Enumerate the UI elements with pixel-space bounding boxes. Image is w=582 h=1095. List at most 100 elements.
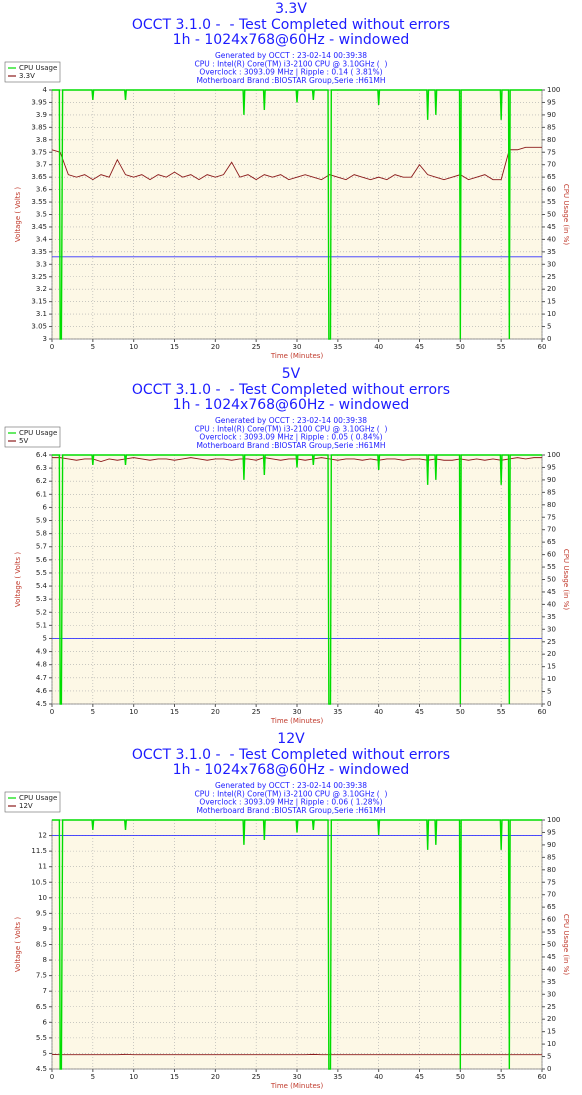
x-axis-label: Time (Minutes) <box>270 352 324 360</box>
y-tick-label: 3.55 <box>31 198 47 206</box>
y2-tick-label: 20 <box>547 285 556 293</box>
y2-tick-label: 90 <box>547 111 556 119</box>
y-tick-label: 5.4 <box>36 582 48 590</box>
y2-tick-label: 15 <box>547 663 556 671</box>
y2-tick-label: 50 <box>547 211 556 219</box>
y-tick-label: 3.6 <box>36 186 48 194</box>
y-tick-label: 5.6 <box>36 556 48 564</box>
info-line: Motherboard Brand :BIOSTAR Group,Serie :… <box>196 76 385 85</box>
x-tick-label: 0 <box>50 1073 54 1081</box>
info-line: CPU : Intel(R) Core(TM) i3-2100 CPU @ 3.… <box>195 424 388 433</box>
y-tick-label: 8 <box>43 956 47 964</box>
y-tick-label: 3.65 <box>31 173 47 181</box>
y-tick-label: 3.05 <box>31 323 47 331</box>
x-tick-label: 25 <box>252 1073 261 1081</box>
y-tick-label: 5.5 <box>36 569 47 577</box>
y2-tick-label: 95 <box>547 463 556 471</box>
y2-tick-label: 45 <box>547 953 556 961</box>
x-tick-label: 40 <box>374 1073 383 1081</box>
y2-tick-label: 75 <box>547 513 556 521</box>
x-tick-label: 60 <box>538 708 547 716</box>
y2-tick-label: 30 <box>547 625 556 633</box>
y-tick-label: 5.9 <box>36 517 47 525</box>
y2-tick-label: 75 <box>547 148 556 156</box>
x-tick-label: 50 <box>456 343 465 351</box>
y2-tick-label: 100 <box>547 451 560 459</box>
y2-tick-label: 20 <box>547 650 556 658</box>
x-tick-label: 45 <box>415 343 424 351</box>
y-tick-label: 5 <box>43 1049 47 1057</box>
y2-tick-label: 25 <box>547 273 556 281</box>
x-tick-label: 20 <box>211 1073 220 1081</box>
chart-subtitle: OCCT 3.1.0 - - Test Completed without er… <box>132 382 450 398</box>
y-tick-label: 3.1 <box>36 310 47 318</box>
x-tick-label: 35 <box>333 343 342 351</box>
legend-box <box>4 791 61 813</box>
y-tick-label: 3.25 <box>31 273 47 281</box>
y-tick-label: 3.15 <box>31 298 47 306</box>
y-tick-label: 11.5 <box>31 847 47 855</box>
legend-label: 5V <box>19 437 28 445</box>
y2-tick-label: 15 <box>547 298 556 306</box>
y2-tick-label: 90 <box>547 841 556 849</box>
y2-tick-label: 95 <box>547 828 556 836</box>
y-tick-label: 12 <box>38 832 47 840</box>
chart-subtitle: 1h - 1024x768@60Hz - windowed <box>173 762 410 778</box>
x-tick-label: 30 <box>293 1073 302 1081</box>
x-tick-label: 25 <box>252 708 261 716</box>
y-tick-label: 10.5 <box>31 878 47 886</box>
y-tick-label: 6.4 <box>36 451 48 459</box>
y-tick-label: 11 <box>38 863 47 871</box>
x-tick-label: 15 <box>170 1073 179 1081</box>
x-axis-label: Time (Minutes) <box>270 717 324 725</box>
info-line: Generated by OCCT : 23-02-14 00:39:38 <box>215 781 367 790</box>
y-tick-label: 8.5 <box>36 941 47 949</box>
x-tick-label: 15 <box>170 343 179 351</box>
x-tick-label: 15 <box>170 708 179 716</box>
y2-tick-label: 25 <box>547 638 556 646</box>
y2-tick-label: 45 <box>547 588 556 596</box>
y2-tick-label: 60 <box>547 551 556 559</box>
x-tick-label: 55 <box>497 343 506 351</box>
info-line: Motherboard Brand :BIOSTAR Group,Serie :… <box>196 806 385 815</box>
y2-tick-label: 0 <box>547 700 551 708</box>
x-tick-label: 30 <box>293 343 302 351</box>
y-tick-label: 5.2 <box>36 608 47 616</box>
chart-title: 12V <box>277 731 305 747</box>
y2-tick-label: 65 <box>547 903 556 911</box>
info-line: Overclock : 3093.09 MHz | Ripple : 0.06 … <box>199 798 382 807</box>
y2-tick-label: 65 <box>547 538 556 546</box>
y2-tick-label: 10 <box>547 675 556 683</box>
x-tick-label: 35 <box>333 1073 342 1081</box>
y-tick-label: 4.7 <box>36 674 47 682</box>
y-tick-label: 9 <box>43 925 47 933</box>
y2-tick-label: 60 <box>547 186 556 194</box>
y-tick-label: 5.5 <box>36 1034 47 1042</box>
y-tick-label: 6.1 <box>36 490 47 498</box>
y-tick-label: 4.9 <box>36 648 47 656</box>
y-tick-label: 3.9 <box>36 111 47 119</box>
info-line: CPU : Intel(R) Core(TM) i3-2100 CPU @ 3.… <box>195 59 388 68</box>
y2-tick-label: 50 <box>547 941 556 949</box>
x-tick-label: 35 <box>333 708 342 716</box>
y-tick-label: 4.8 <box>36 661 47 669</box>
x-tick-label: 40 <box>374 708 383 716</box>
y2-tick-label: 15 <box>547 1028 556 1036</box>
x-tick-label: 0 <box>50 708 54 716</box>
y-axis-label: Voltage ( Volts ) <box>14 552 22 608</box>
legend-box <box>4 61 61 83</box>
y-tick-label: 3.2 <box>36 285 47 293</box>
y2-tick-label: 80 <box>547 136 556 144</box>
y2-tick-label: 70 <box>547 891 556 899</box>
y-tick-label: 3.95 <box>31 98 47 106</box>
x-tick-label: 55 <box>497 1073 506 1081</box>
y-tick-label: 7 <box>43 987 47 995</box>
legend-label: CPU Usage <box>19 429 57 437</box>
info-line: Generated by OCCT : 23-02-14 00:39:38 <box>215 51 367 60</box>
y-tick-label: 5.1 <box>36 621 47 629</box>
y2-tick-label: 35 <box>547 978 556 986</box>
x-tick-label: 5 <box>91 1073 95 1081</box>
series-line <box>52 89 542 340</box>
y2-tick-label: 80 <box>547 501 556 509</box>
y2-tick-label: 35 <box>547 613 556 621</box>
